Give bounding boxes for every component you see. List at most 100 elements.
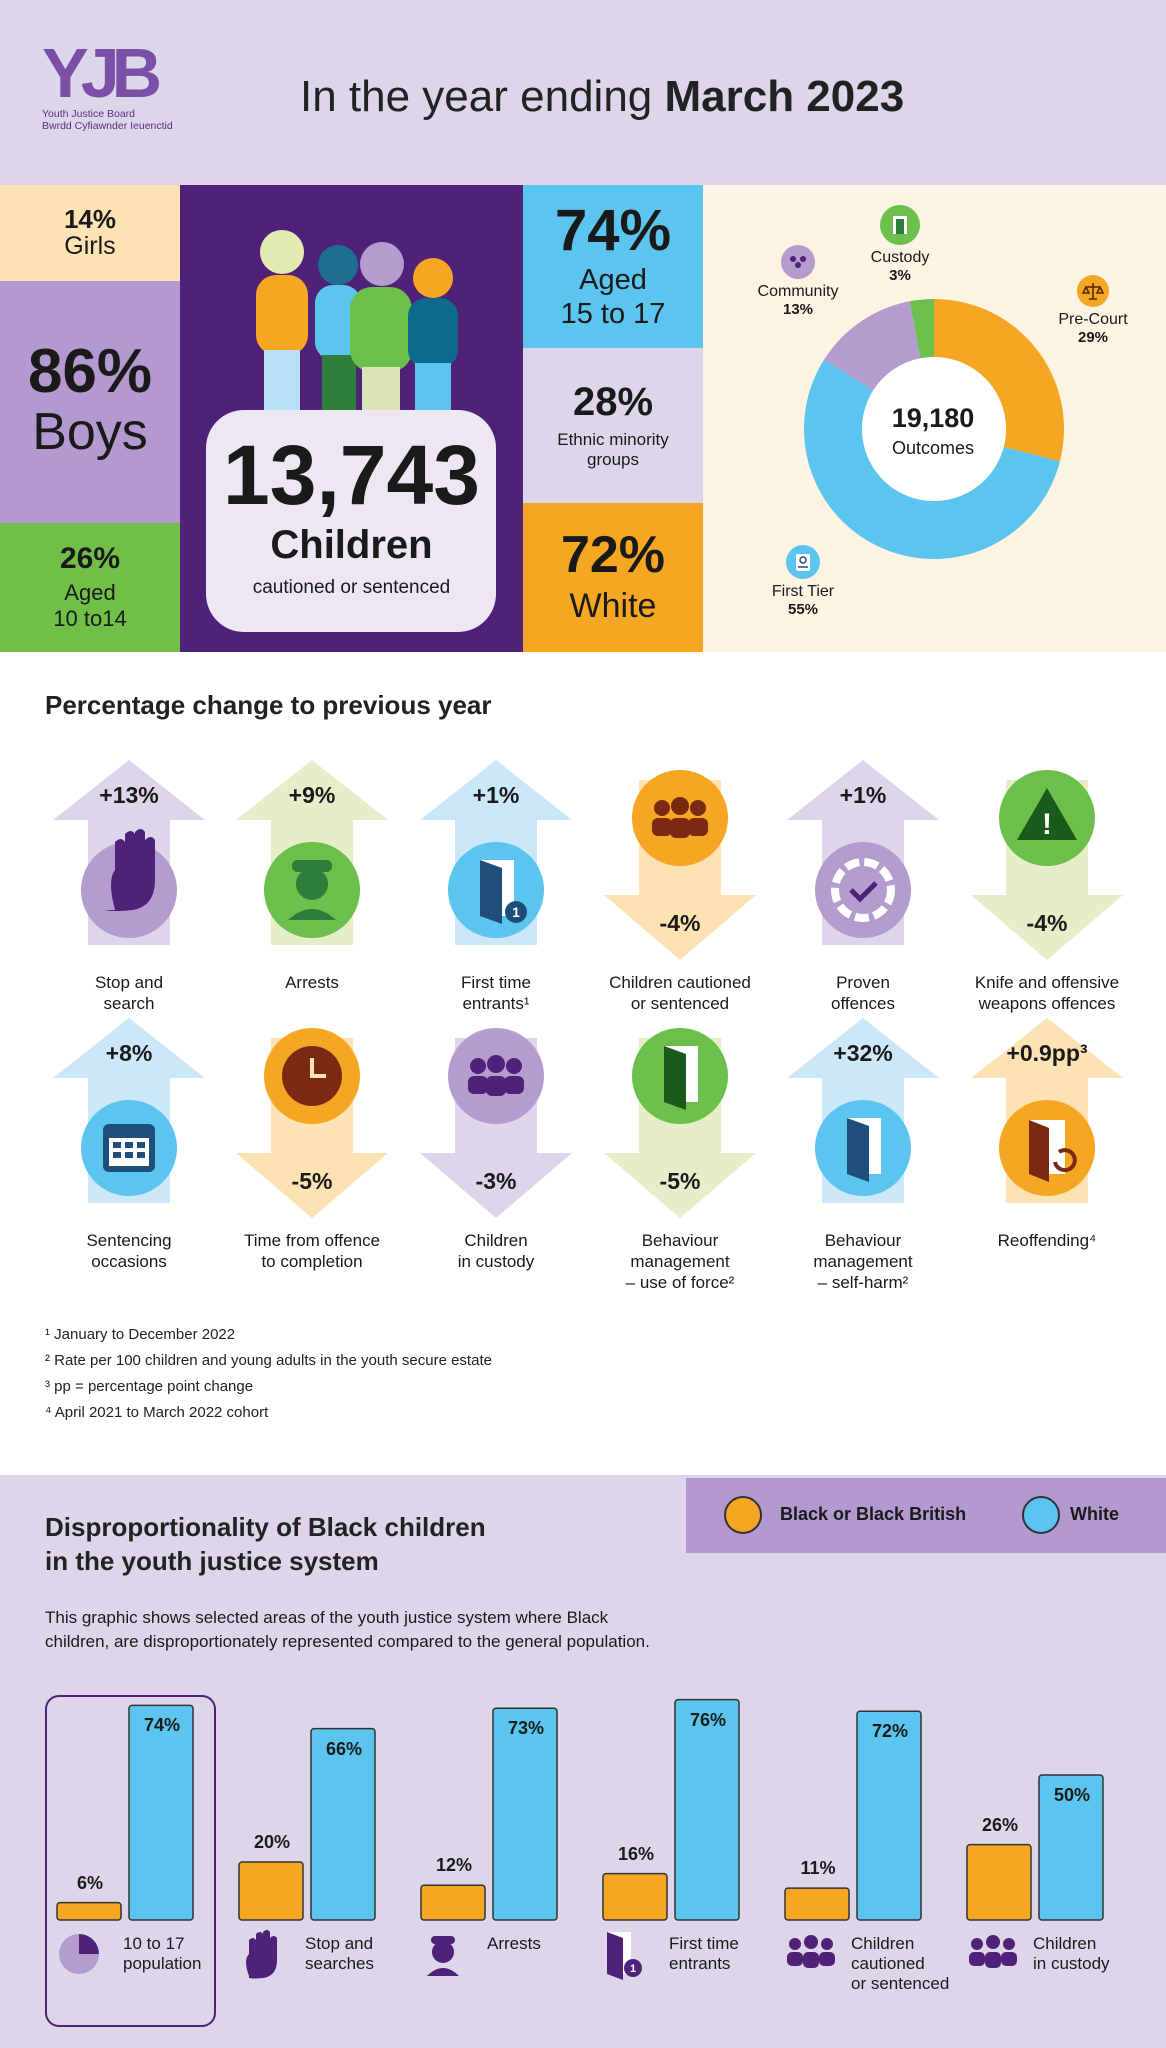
hand-icon bbox=[105, 829, 155, 911]
change-pct: -4% bbox=[659, 910, 701, 936]
ethnic-label-2: groups bbox=[587, 449, 639, 469]
custody-icon bbox=[880, 205, 920, 245]
svg-text:1: 1 bbox=[512, 904, 520, 920]
girls-pct: 14% bbox=[63, 203, 117, 234]
children-count: 13,743 bbox=[223, 428, 480, 522]
change-pct: +8% bbox=[105, 1040, 153, 1066]
category-label: Children cautioned or sentenced bbox=[851, 1934, 949, 1994]
bar-value-label: 50% bbox=[1053, 1785, 1091, 1805]
outcomes-panel: 19,180 Outcomes Pre-Court 29% First Tier… bbox=[703, 185, 1166, 652]
down-arrow-icon: ! bbox=[971, 770, 1123, 960]
slice-pct-first-tier: 55% bbox=[787, 601, 819, 618]
slice-label-pre-court: Pre-Court 29% bbox=[1043, 275, 1143, 346]
down-arrow-icon bbox=[420, 1028, 572, 1218]
logo-line-2: Bwrdd Cyfiawnder Ieuenctid bbox=[42, 120, 173, 132]
logo-mark: YJB bbox=[42, 34, 162, 112]
change-label-line1: Children cautioned bbox=[609, 973, 751, 992]
change-label-line1: Sentencing bbox=[86, 1231, 172, 1250]
bar-black bbox=[966, 1843, 1032, 1921]
change-item: +0.9pp³ Reoffending⁴ bbox=[963, 1018, 1131, 1258]
change-label-line2: search bbox=[103, 994, 155, 1013]
change-label: Time from offence to completion bbox=[228, 1230, 396, 1272]
boys-pct: 86% bbox=[27, 337, 153, 407]
community-icon bbox=[781, 245, 815, 279]
reoffending-door-icon bbox=[1029, 1120, 1077, 1182]
category-label-line: 10 to 17 bbox=[123, 1934, 185, 1953]
footnote-4: ⁴ April 2021 to March 2022 cohort bbox=[45, 1404, 269, 1421]
white-pct: 72% bbox=[560, 525, 666, 584]
door-icon: 1 bbox=[480, 860, 527, 924]
bar-white bbox=[128, 1704, 194, 1921]
change-label-line2: in custody bbox=[457, 1252, 535, 1271]
slice-name-community: Community bbox=[757, 283, 839, 300]
legend-label-black: Black or Black British bbox=[780, 1504, 967, 1524]
change-item: -3% Children in custody bbox=[412, 1018, 580, 1271]
change-item: +9% Arrests bbox=[228, 760, 396, 1000]
bar-black bbox=[238, 1861, 304, 1921]
up-arrow-icon bbox=[787, 1018, 939, 1203]
change-pct: -3% bbox=[475, 1168, 517, 1194]
bar-value-label: 66% bbox=[325, 1738, 363, 1759]
disproportionality-title: Disproportionality of Black children in … bbox=[45, 1510, 486, 1578]
svg-text:!: ! bbox=[1042, 808, 1052, 841]
change-pct: +1% bbox=[839, 782, 887, 808]
logo-line-1: Youth Justice Board bbox=[42, 108, 136, 120]
change-label-line3: – use of force² bbox=[625, 1273, 735, 1292]
category-icon bbox=[427, 1936, 459, 1976]
door-icon bbox=[847, 1118, 881, 1182]
warning-icon: ! bbox=[1017, 788, 1077, 841]
change-label: First time entrants¹ bbox=[412, 972, 580, 1014]
aged-15-17-block: 74% Aged 15 to 17 bbox=[523, 185, 703, 348]
category-label-line: Stop and bbox=[305, 1934, 374, 1953]
bar-black bbox=[56, 1901, 122, 1921]
change-label-line2: weapons offences bbox=[978, 994, 1116, 1013]
change-label: Children cautioned or sentenced bbox=[596, 972, 764, 1014]
down-arrow-icon bbox=[236, 1028, 388, 1218]
change-item: +32% Behaviour management – self-harm² bbox=[779, 1018, 947, 1292]
ethnic-label: Ethnic minority bbox=[557, 429, 669, 449]
bar-value-label: 73% bbox=[507, 1718, 545, 1739]
up-arrow-icon bbox=[971, 1018, 1123, 1203]
category-icon bbox=[787, 1935, 835, 1968]
change-label-line1: Children bbox=[464, 1231, 528, 1250]
bar-value-label: 76% bbox=[689, 1709, 727, 1730]
change-label: Behaviour management – use of force² bbox=[596, 1230, 764, 1293]
slice-name-first-tier: First Tier bbox=[771, 583, 835, 600]
category-label-line: First time bbox=[669, 1934, 739, 1953]
children-sublabel: cautioned or sentenced bbox=[252, 577, 451, 598]
change-pct: +1% bbox=[472, 782, 520, 808]
change-item: +13% Stop and search bbox=[45, 760, 213, 1013]
legend-swatch-black bbox=[724, 1496, 762, 1534]
aged-10-14-label: Aged bbox=[64, 580, 116, 606]
up-arrow-icon: 1 bbox=[420, 760, 572, 945]
change-label: Children in custody bbox=[412, 1230, 580, 1272]
change-label-line2: or sentenced bbox=[630, 994, 730, 1013]
disproportionality-description: This graphic shows selected areas of the… bbox=[45, 1606, 1045, 1654]
change-item: +1% Proven offences bbox=[779, 760, 947, 1013]
girls-block: 14% Girls bbox=[0, 185, 180, 281]
aged-15-17-label: Aged bbox=[579, 264, 647, 297]
change-label: Reoffending⁴ bbox=[963, 1230, 1131, 1251]
first-tier-icon bbox=[786, 545, 820, 579]
change-label-line1: First time bbox=[461, 973, 531, 992]
change-pct: -5% bbox=[291, 1168, 333, 1194]
category-label-line: searches bbox=[305, 1954, 374, 1973]
bar-black bbox=[420, 1884, 486, 1921]
bar-black bbox=[602, 1872, 668, 1921]
bar-white bbox=[674, 1698, 740, 1921]
down-arrow-icon bbox=[604, 1028, 756, 1218]
outcomes-total: 19,180 bbox=[891, 403, 975, 433]
change-item: -5% Behaviour management – use of force² bbox=[596, 1018, 764, 1292]
donut-slice-community bbox=[824, 301, 921, 391]
disproportionality-title-line1: Disproportionality of Black children bbox=[45, 1512, 486, 1542]
category-label: Stop and searches bbox=[305, 1934, 374, 1974]
bar-value-label: 16% bbox=[617, 1843, 655, 1864]
title-prefix: In the year ending bbox=[300, 72, 665, 121]
legend-label-white: White bbox=[1070, 1504, 1119, 1524]
children-block: 13,743 Children cautioned or sentenced bbox=[180, 185, 523, 652]
white-label: White bbox=[569, 586, 657, 625]
bar-value-label: 11% bbox=[800, 1858, 836, 1879]
bar-white bbox=[310, 1727, 376, 1921]
change-label-line3: – self-harm² bbox=[817, 1273, 909, 1292]
category-label: Children in custody bbox=[1033, 1934, 1110, 1974]
